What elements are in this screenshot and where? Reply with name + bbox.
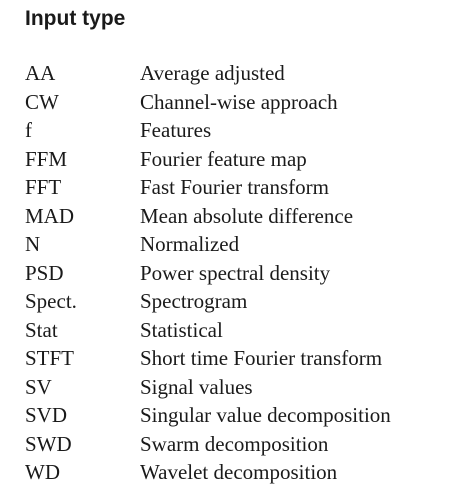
abbreviation-code: SVD — [25, 403, 68, 428]
abbreviation-code: N — [25, 232, 41, 257]
abbreviation-row: SWD Swarm decomposition — [25, 430, 455, 459]
abbreviation-row: N Normalized — [25, 230, 455, 259]
abbreviation-code: SWD — [25, 431, 72, 456]
abbreviation-meaning: Singular value decomposition — [140, 403, 391, 428]
abbreviation-list: AA Average adjusted CW Channel-wise approac… — [25, 59, 455, 487]
abbreviation-meaning: Normalized — [140, 232, 240, 257]
abbreviation-code: Spect. — [25, 289, 77, 314]
abbreviation-meaning: Mean absolute difference — [140, 203, 354, 228]
abbreviation-code: STFT — [25, 346, 75, 371]
abbreviation-meaning: Statistical — [140, 317, 223, 342]
abbreviation-meaning: Features — [140, 118, 212, 143]
abbreviation-row: Stat Statistical — [25, 316, 455, 345]
abbreviation-code: CW — [25, 89, 59, 114]
abbreviation-row: f Features — [25, 116, 455, 145]
abbreviation-meaning: Wavelet decomposition — [140, 460, 338, 485]
abbreviation-code: MAD — [25, 203, 75, 228]
abbreviation-meaning: Power spectral density — [140, 260, 331, 285]
abbreviation-code: SV — [25, 374, 52, 399]
abbreviation-row: Spect. Spectrogram — [25, 287, 455, 316]
abbreviation-code: FFT — [25, 175, 62, 200]
abbreviation-row: STFT Short time Fourier transform — [25, 344, 455, 373]
abbreviation-meaning: Short time Fourier transform — [140, 346, 383, 371]
abbreviation-row: PSD Power spectral density — [25, 259, 455, 288]
abbreviation-code: f — [25, 118, 32, 143]
abbreviation-row: MAD Mean absolute difference — [25, 202, 455, 231]
abbreviation-row: WD Wavelet decomposition — [25, 458, 455, 487]
abbreviation-row: SVD Singular value decomposition — [25, 401, 455, 430]
abbreviation-row: AA Average adjusted — [25, 59, 455, 88]
abbreviation-code: PSD — [25, 260, 64, 285]
abbreviation-code: Stat — [25, 317, 58, 342]
abbreviation-meaning: Average adjusted — [140, 61, 285, 86]
abbreviation-meaning: Signal values — [140, 374, 253, 399]
abbreviation-meaning: Swarm decomposition — [140, 431, 329, 456]
abbreviation-row: FFM Fourier feature map — [25, 145, 455, 174]
abbreviation-code: FFM — [25, 146, 68, 171]
abbreviation-row: FFT Fast Fourier transform — [25, 173, 455, 202]
abbreviation-meaning: Spectrogram — [140, 289, 248, 314]
abbreviation-code: AA — [25, 61, 56, 86]
section-heading: Input type — [25, 7, 126, 30]
abbreviation-row: SV Signal values — [25, 373, 455, 402]
abbreviation-meaning: Fast Fourier transform — [140, 175, 329, 200]
abbreviation-code: WD — [25, 460, 60, 485]
abbreviation-row: CW Channel-wise approach — [25, 88, 455, 117]
abbreviation-meaning: Channel-wise approach — [140, 89, 338, 114]
abbreviation-meaning: Fourier feature map — [140, 146, 307, 171]
